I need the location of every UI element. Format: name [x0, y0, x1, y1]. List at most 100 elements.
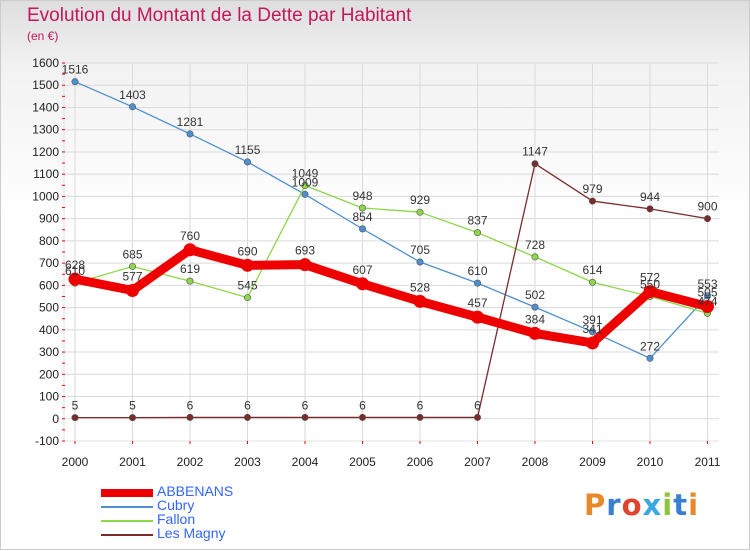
data-label: 728 [525, 238, 545, 252]
data-label: 628 [65, 258, 85, 272]
data-point [126, 283, 139, 297]
data-label-layer: 628 577 760 690 693 607 528 457 384 341 572 505 1516… [62, 63, 718, 413]
brand-letter: t [673, 488, 689, 522]
data-label: 6 [474, 398, 481, 412]
data-point [298, 258, 312, 272]
y-tick-label: 400 [39, 323, 59, 337]
data-label: 5 [129, 399, 136, 413]
data-label: 1049 [292, 167, 319, 181]
data-point [183, 243, 197, 257]
data-point [586, 336, 599, 350]
legend-label: Cubry [157, 497, 195, 513]
data-point [71, 414, 79, 422]
data-point [129, 103, 137, 111]
data-point [301, 190, 309, 198]
data-point [358, 204, 366, 212]
y-tick-label: 1400 [32, 100, 59, 114]
data-label: 6 [359, 398, 366, 412]
data-point [703, 215, 711, 223]
data-point [416, 413, 424, 421]
chart-title: Evolution du Montant de la Dette par Hab… [27, 5, 412, 26]
data-point [588, 328, 596, 336]
grid-layer [64, 62, 719, 442]
data-label: 272 [640, 339, 660, 353]
data-point [244, 294, 252, 302]
data-label: 6 [417, 398, 424, 412]
data-label: 545 [237, 279, 257, 293]
x-tick-label: 2006 [407, 455, 434, 469]
series-line-cubry [74, 81, 709, 359]
series-line-abbenans [70, 245, 712, 348]
data-point [646, 205, 654, 213]
data-point [301, 182, 309, 190]
data-label: 944 [640, 190, 660, 204]
y-tick-label: 900 [39, 212, 59, 226]
legend-swatch [101, 534, 153, 536]
data-point [413, 294, 427, 308]
legend-swatch [101, 506, 153, 508]
y-tick-label: 1300 [32, 123, 59, 137]
data-point [416, 208, 424, 216]
data-point [356, 277, 369, 291]
y-tick-label: 100 [39, 390, 59, 404]
brand-letter: i [662, 488, 674, 522]
data-point [531, 253, 539, 261]
data-point [241, 258, 254, 272]
y-tick-label: 1200 [32, 145, 59, 159]
data-label: 607 [352, 263, 372, 277]
x-tick-label: 2005 [349, 455, 376, 469]
y-tick-label: 1100 [33, 167, 59, 181]
data-label: 550 [640, 277, 660, 291]
y-tick-label: 500 [39, 301, 59, 315]
data-label: 614 [582, 263, 602, 277]
data-point [129, 414, 137, 422]
legend-label: Les Magny [157, 525, 226, 541]
data-label: 505 [697, 285, 717, 299]
data-point [244, 413, 252, 421]
data-point [646, 354, 654, 362]
data-point [416, 258, 424, 266]
data-label: 577 [122, 269, 142, 283]
brand-logo: Proxiti [584, 488, 699, 522]
data-label: 837 [467, 214, 487, 228]
x-tick-label: 2000 [62, 455, 89, 469]
chart-subtitle: (en €) [27, 29, 59, 43]
y-tick-label: 300 [39, 345, 59, 359]
data-label: 1147 [522, 145, 548, 159]
data-point [703, 292, 711, 300]
data-point [68, 272, 82, 286]
series-layer [68, 78, 714, 422]
legend-swatch [101, 489, 153, 497]
data-point [71, 78, 79, 86]
data-point [588, 197, 596, 205]
data-point [528, 326, 542, 340]
data-point [471, 310, 484, 324]
data-label: 572 [640, 271, 660, 285]
data-label: 929 [410, 193, 430, 207]
data-label: 619 [180, 262, 200, 276]
brand-letter: r [606, 488, 622, 522]
data-point [473, 229, 481, 237]
data-point [531, 160, 539, 168]
data-label: 900 [697, 200, 717, 214]
data-label: 5 [72, 399, 79, 413]
x-tick-label: 2003 [234, 455, 261, 469]
data-label: 610 [65, 264, 85, 278]
legend-swatch [101, 520, 153, 522]
data-label: 690 [237, 244, 257, 258]
data-point [531, 303, 539, 311]
data-point [301, 413, 309, 421]
x-tick-label: 2011 [695, 455, 721, 469]
y-tick-label: 0 [52, 412, 59, 426]
data-label: 553 [697, 277, 717, 291]
y-tick-label: 700 [39, 256, 59, 270]
x-tick-label: 2002 [177, 455, 204, 469]
y-tick-label: 1000 [32, 189, 59, 203]
brand-letter: x [642, 488, 663, 522]
x-tick-label: 2009 [579, 455, 606, 469]
data-label: 6 [244, 398, 251, 412]
data-point [701, 299, 714, 313]
data-label: 854 [352, 210, 372, 224]
x-tick-label: 2010 [637, 455, 664, 469]
data-label: 391 [582, 313, 602, 327]
